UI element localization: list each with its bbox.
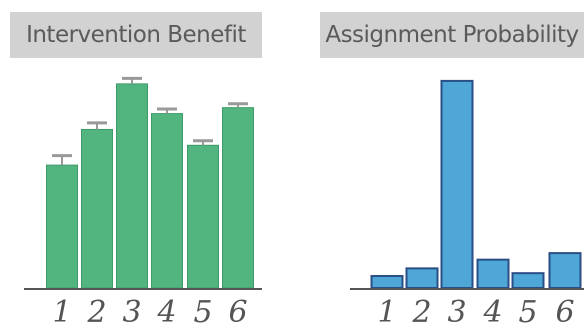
assignment-bar-6 <box>548 252 582 289</box>
assignment-x-tick-5: 5 <box>518 295 537 325</box>
benefit-bar-3 <box>116 83 148 289</box>
benefit-x-tick-3: 3 <box>122 295 141 325</box>
assignment-x-tick-6: 6 <box>555 295 574 325</box>
assignment-bar-2 <box>405 267 439 290</box>
benefit-bar-6 <box>222 107 254 289</box>
benefit-bar-5 <box>187 144 219 289</box>
assignment-bar-5 <box>511 272 545 289</box>
benefit-x-tick-1: 1 <box>52 295 71 325</box>
benefit-bar-2 <box>81 128 113 289</box>
benefit-x-tick-6: 6 <box>228 295 247 325</box>
assignment-bar-1 <box>370 275 404 290</box>
assignment-bar-4 <box>476 258 510 290</box>
assignment-x-tick-3: 3 <box>447 295 466 325</box>
benefit-x-tick-5: 5 <box>193 295 212 325</box>
assignment-x-tick-4: 4 <box>482 295 502 325</box>
assignment-bar-3 <box>440 79 474 290</box>
right-chart-title: Assignment Probability <box>320 12 584 58</box>
assignment-x-tick-2: 2 <box>411 295 431 325</box>
benefit-bar-1 <box>46 164 78 289</box>
assignment-x-tick-1: 1 <box>377 295 396 325</box>
benefit-x-tick-4: 4 <box>156 295 176 325</box>
left-chart-title: Intervention Benefit <box>10 12 262 58</box>
benefit-x-tick-2: 2 <box>86 295 106 325</box>
benefit-bar-4 <box>151 113 183 289</box>
